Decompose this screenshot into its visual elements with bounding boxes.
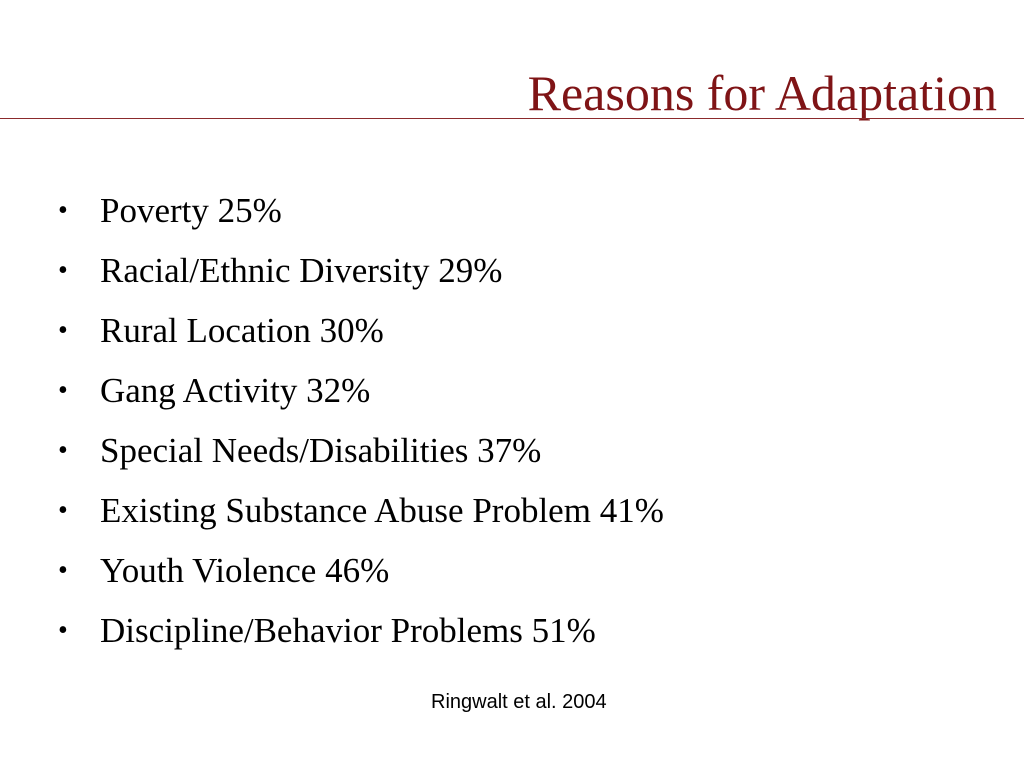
bullet-icon: •	[58, 435, 68, 466]
list-item-text: Special Needs/Disabilities 37%	[100, 431, 542, 470]
list-item: • Racial/Ethnic Diversity 29%	[58, 246, 664, 306]
bullet-icon: •	[58, 495, 68, 526]
list-item-text: Existing Substance Abuse Problem 41%	[100, 491, 664, 530]
bullet-icon: •	[58, 555, 68, 586]
list-item-text: Youth Violence 46%	[100, 551, 390, 590]
bullet-icon: •	[58, 255, 68, 286]
bullet-icon: •	[58, 615, 68, 646]
list-item: • Special Needs/Disabilities 37%	[58, 426, 664, 486]
list-item: • Poverty 25%	[58, 186, 664, 246]
list-item-text: Racial/Ethnic Diversity 29%	[100, 251, 503, 290]
list-item-text: Poverty 25%	[100, 191, 282, 230]
list-item: • Discipline/Behavior Problems 51%	[58, 606, 664, 666]
list-item: • Youth Violence 46%	[58, 546, 664, 606]
title-divider	[0, 118, 1024, 119]
list-item: • Existing Substance Abuse Problem 41%	[58, 486, 664, 546]
list-item-text: Discipline/Behavior Problems 51%	[100, 611, 596, 650]
bullet-icon: •	[58, 195, 68, 226]
bullet-list: • Poverty 25% • Racial/Ethnic Diversity …	[58, 186, 664, 666]
bullet-icon: •	[58, 375, 68, 406]
list-item-text: Gang Activity 32%	[100, 371, 371, 410]
list-item: • Rural Location 30%	[58, 306, 664, 366]
slide-title: Reasons for Adaptation	[527, 65, 997, 121]
list-item-text: Rural Location 30%	[100, 311, 384, 350]
bullet-icon: •	[58, 315, 68, 346]
citation: Ringwalt et al. 2004	[431, 691, 607, 713]
list-item: • Gang Activity 32%	[58, 366, 664, 426]
